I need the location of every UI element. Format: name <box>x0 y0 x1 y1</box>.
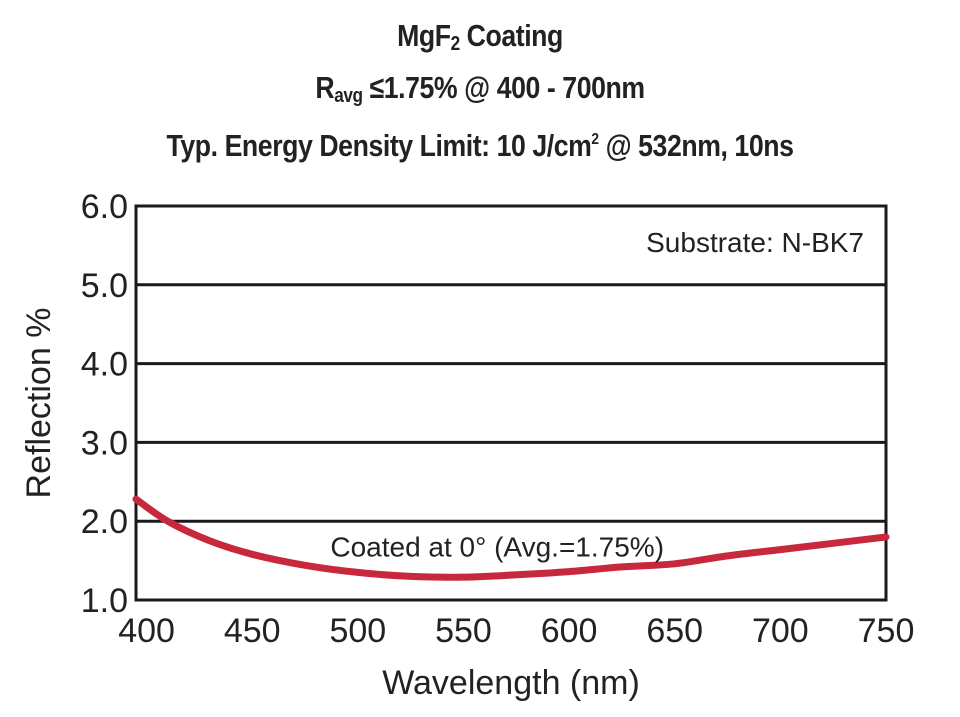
y-tick-labels: 1.0 2.0 3.0 4.0 5.0 6.0 <box>81 188 128 620</box>
series-annotation: Coated at 0° (Avg.=1.75%) <box>330 532 664 563</box>
chart-subtitle-energy: Typ. Energy Density Limit: 10 J/cm2 @ 53… <box>67 118 893 168</box>
chart-subtitle-average: Ravg ≤1.75% @ 400 - 700nm <box>67 66 893 118</box>
title-line3-head: Typ. Energy Density Limit: 10 J/cm <box>166 128 592 163</box>
series-line-coated <box>132 495 890 581</box>
x-axis-label: Wavelength (nm) <box>382 664 640 702</box>
x-tick-label-0: 400 <box>118 612 175 650</box>
title-line2-subscript: avg <box>334 85 363 107</box>
title-line2-tail: ≤1.75% @ 400 - 700nm <box>362 70 646 105</box>
grid-lines <box>136 283 886 523</box>
y-tick-label-2: 3.0 <box>81 424 128 462</box>
y-tick-label-4: 5.0 <box>81 267 128 305</box>
substrate-annotation: Substrate: N-BK7 <box>646 227 864 258</box>
x-tick-labels: 400 450 500 550 600 650 700 750 <box>118 612 914 650</box>
title-line1-main: MgF <box>397 18 451 53</box>
title-line3-superscript: 2 <box>591 131 599 148</box>
y-axis-label: Reflection % <box>20 308 58 499</box>
x-tick-label-3: 550 <box>435 612 492 650</box>
plot-frame <box>134 204 888 602</box>
x-tick-label-5: 650 <box>646 612 703 650</box>
x-tick-label-6: 700 <box>752 612 809 650</box>
title-line3-tail: @ 532nm, 10ns <box>598 128 794 163</box>
y-tick-label-1: 2.0 <box>81 503 128 541</box>
x-tick-label-7: 750 <box>858 612 915 650</box>
y-tick-label-0: 1.0 <box>81 582 128 620</box>
title-line2-main: R <box>315 70 335 105</box>
x-tick-label-2: 500 <box>329 612 386 650</box>
title-line1-tail: Coating <box>459 18 564 53</box>
y-tick-label-3: 4.0 <box>81 346 128 384</box>
x-tick-label-4: 600 <box>541 612 598 650</box>
x-tick-label-1: 450 <box>224 612 281 650</box>
chart-title-block: MgF2 Coating Ravg ≤1.75% @ 400 - 700nm T… <box>0 14 960 168</box>
title-line1-subscript: 2 <box>450 33 461 55</box>
y-tick-label-5: 6.0 <box>81 188 128 226</box>
chart-title: MgF2 Coating <box>67 14 893 66</box>
